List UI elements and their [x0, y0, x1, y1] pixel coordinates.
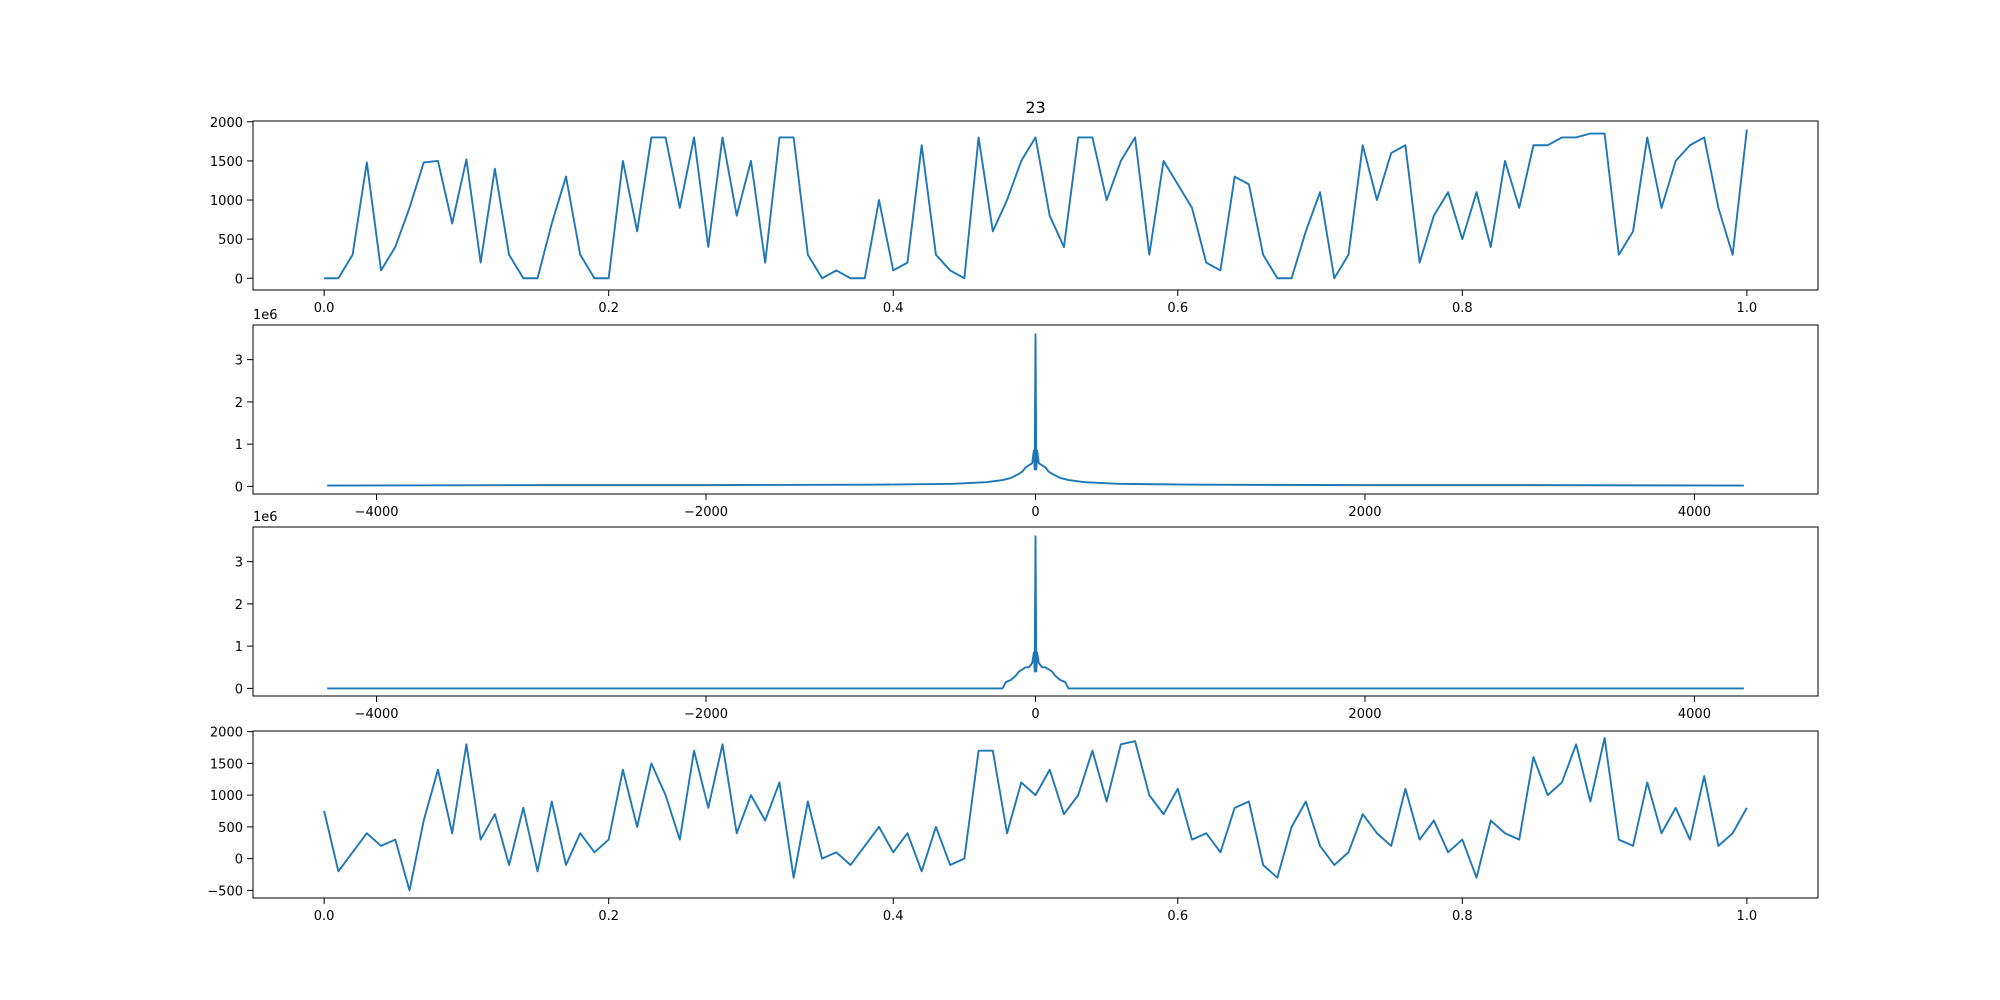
x-tick-label: 4000: [1678, 707, 1711, 722]
plot-area: [327, 535, 1744, 690]
x-tick-label: 0.2: [598, 301, 619, 316]
x-tick-label: 4000: [1678, 505, 1711, 520]
x-tick-label: −2000: [684, 707, 728, 722]
y-tick-label: 1000: [210, 194, 243, 209]
x-tick-label: 0.6: [1167, 301, 1188, 316]
data-line: [327, 333, 1744, 487]
x-tick-label: 2000: [1348, 707, 1381, 722]
chart-title: 23: [1025, 98, 1045, 117]
y-tick-label: 1: [235, 640, 243, 655]
y-tick-label: 2: [235, 598, 243, 613]
x-tick-label: 0: [1031, 707, 1039, 722]
data-line: [327, 535, 1744, 690]
x-tick-label: 0.0: [314, 301, 335, 316]
plot-area: [323, 737, 1748, 892]
y-tick-label: 500: [218, 233, 243, 248]
plot-area: [324, 129, 1748, 280]
offset-text: 1e6: [253, 510, 278, 525]
axes-frame: [252, 730, 1819, 899]
x-tick-label: 0: [1031, 505, 1039, 520]
x-tick-label: 1.0: [1737, 301, 1758, 316]
plot-area: [327, 333, 1744, 487]
x-tick-label: 2000: [1348, 505, 1381, 520]
y-tick-label: 3: [235, 556, 243, 571]
y-tick-label: 2000: [210, 116, 243, 131]
x-tick-label: −4000: [355, 707, 399, 722]
x-tick-label: −2000: [684, 505, 728, 520]
y-tick-label: −500: [207, 884, 243, 899]
x-tick-label: 1.0: [1737, 909, 1758, 924]
y-tick-label: 0: [235, 853, 243, 868]
y-tick-label: 1500: [210, 757, 243, 772]
y-tick-label: 0: [235, 682, 243, 697]
y-tick-label: 0: [235, 480, 243, 495]
y-tick-label: 1500: [210, 155, 243, 170]
x-tick-label: 0.0: [314, 909, 335, 924]
x-tick-label: 0.8: [1452, 909, 1473, 924]
offset-text: 1e6: [253, 308, 278, 323]
y-tick-label: 0: [235, 272, 243, 287]
x-tick-label: 0.8: [1452, 301, 1473, 316]
y-tick-label: 2000: [210, 726, 243, 741]
y-tick-label: 3: [235, 354, 243, 369]
y-tick-label: 500: [218, 821, 243, 836]
data-line: [324, 129, 1748, 280]
y-tick-label: 1: [235, 438, 243, 453]
x-tick-label: 0.4: [883, 909, 904, 924]
x-tick-label: 0.2: [598, 909, 619, 924]
x-tick-label: 0.4: [883, 301, 904, 316]
axes-frame: [252, 120, 1819, 291]
y-tick-label: 2: [235, 396, 243, 411]
x-tick-label: 0.6: [1167, 909, 1188, 924]
data-line: [323, 737, 1748, 892]
x-tick-label: −4000: [355, 505, 399, 520]
y-tick-label: 1000: [210, 789, 243, 804]
